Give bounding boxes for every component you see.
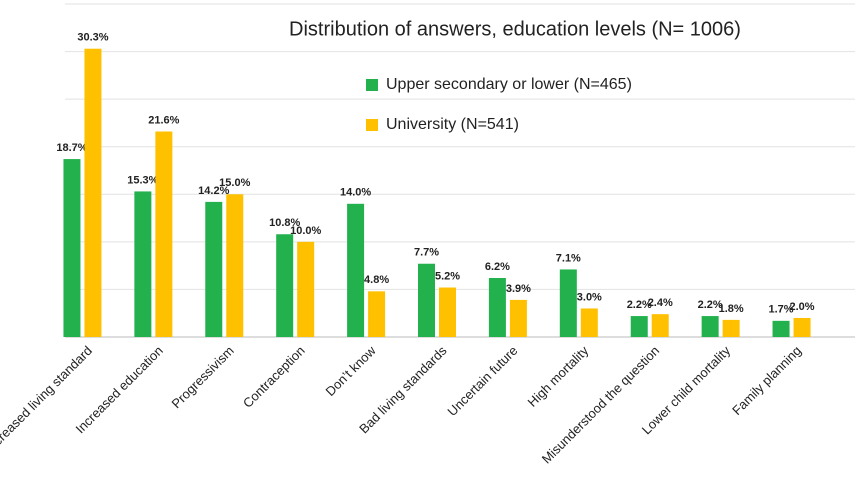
data-label: 15.0% — [219, 177, 250, 189]
data-label: 2.2% — [698, 299, 723, 311]
data-label: 6.2% — [485, 261, 510, 273]
legend-swatch — [366, 119, 378, 131]
data-label: 5.2% — [435, 270, 460, 282]
data-label: 15.3% — [127, 174, 158, 186]
bar — [276, 234, 294, 337]
x-tick-label: Uncertain future — [444, 343, 520, 419]
bar — [155, 131, 173, 337]
data-label: 3.9% — [506, 283, 531, 295]
data-label: 30.3% — [77, 32, 108, 44]
data-label: 2.2% — [627, 299, 652, 311]
legend-label: Upper secondary or lower (N=465) — [386, 76, 632, 93]
x-tick-label: Increased living standard — [0, 343, 95, 456]
data-label: 3.0% — [577, 291, 602, 303]
x-tick-label: Contraception — [240, 343, 308, 411]
bar — [134, 191, 152, 337]
bar — [559, 269, 577, 337]
bar — [509, 299, 527, 337]
legend-label: University (N=541) — [386, 116, 519, 133]
data-label: 1.8% — [719, 303, 744, 315]
bar — [722, 319, 740, 337]
data-label: 10.8% — [269, 217, 300, 229]
bar — [347, 203, 365, 337]
bar — [772, 320, 790, 337]
bar — [205, 201, 223, 337]
data-label: 2.0% — [790, 301, 815, 313]
bar — [580, 308, 598, 337]
bar — [651, 314, 669, 337]
data-label: 18.7% — [56, 142, 87, 154]
data-label: 4.8% — [364, 274, 389, 286]
bar — [793, 317, 811, 337]
data-label: 7.7% — [414, 247, 439, 259]
x-tick-label: High mortality — [525, 343, 592, 410]
chart-title: Distribution of answers, education level… — [289, 18, 741, 40]
bar — [84, 48, 102, 338]
data-label: 10.0% — [290, 225, 321, 237]
data-label: 1.7% — [769, 304, 794, 316]
bar — [488, 278, 506, 337]
x-tick-label: Family planning — [729, 343, 804, 418]
data-label: 14.0% — [340, 187, 371, 199]
data-label: 7.1% — [556, 252, 581, 264]
bar — [297, 241, 315, 337]
bar — [439, 287, 456, 337]
bar — [63, 159, 81, 337]
bar — [630, 316, 648, 337]
data-label: 14.2% — [198, 185, 229, 197]
bar — [368, 291, 386, 337]
bar — [701, 316, 719, 337]
bar — [226, 194, 244, 337]
data-label: 21.6% — [148, 114, 179, 126]
bar — [418, 263, 435, 337]
x-tick-label: Don’t know — [323, 343, 380, 400]
data-label: 2.4% — [648, 297, 673, 309]
x-tick-label: Misunderstood the question — [539, 343, 663, 467]
x-tick-label: Progressivism — [169, 343, 237, 411]
legend-swatch — [366, 79, 378, 91]
